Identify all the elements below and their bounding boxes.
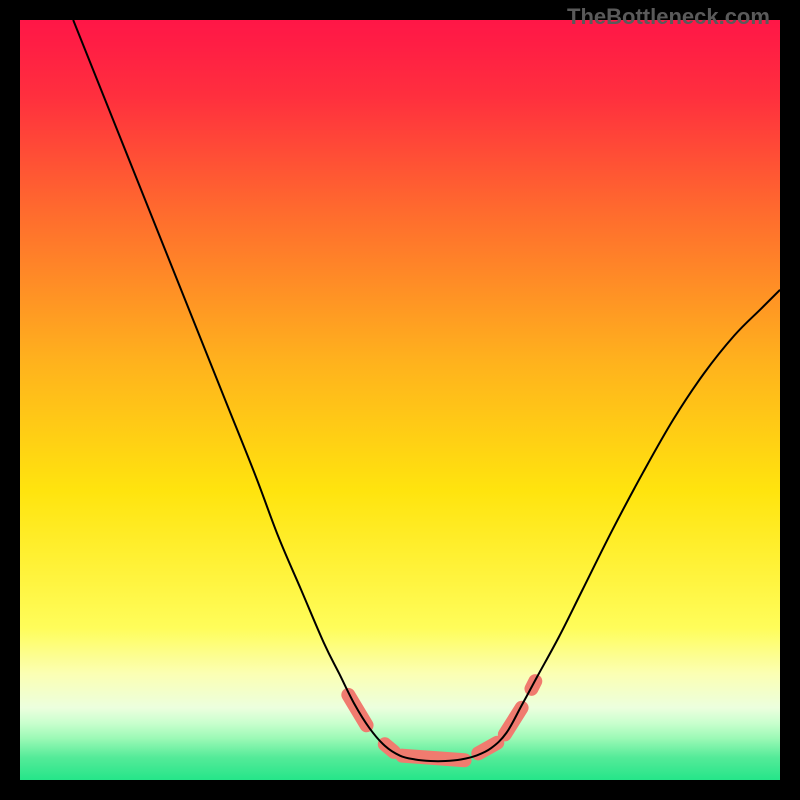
bottleneck-chart bbox=[0, 0, 800, 800]
watermark-text: TheBottleneck.com bbox=[567, 4, 770, 30]
gradient-background bbox=[20, 20, 780, 780]
